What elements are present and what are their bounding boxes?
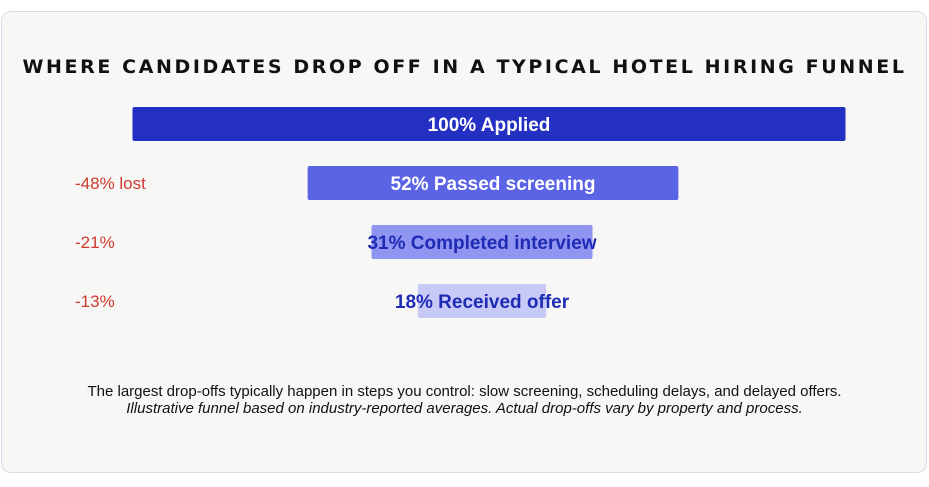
funnel-bar-2 xyxy=(307,166,679,200)
drop-off-label-3: -21% xyxy=(75,233,115,252)
funnel-bar-3 xyxy=(371,225,593,259)
funnel-bar-1 xyxy=(132,107,846,141)
drop-off-label-4: -13% xyxy=(75,292,115,311)
funnel-bar-label-2: 52% Passed screening xyxy=(391,174,596,195)
drop-off-label-2: -48% lost xyxy=(75,174,146,193)
funnel-bar-label-1: 100% Applied xyxy=(428,115,551,136)
chart-footer: The largest drop-offs typically happen i… xyxy=(0,383,929,417)
funnel-bar-label-3: 31% Completed interview xyxy=(367,233,596,254)
footer-note: Illustrative funnel based on industry-re… xyxy=(126,400,803,417)
footer-summary: The largest drop-offs typically happen i… xyxy=(87,383,842,400)
funnel-bar-label-4: 18% Received offer xyxy=(395,292,570,313)
chart-title: WHERE CANDIDATES DROP OFF IN A TYPICAL H… xyxy=(22,56,907,78)
funnel-bar-4 xyxy=(417,284,547,318)
